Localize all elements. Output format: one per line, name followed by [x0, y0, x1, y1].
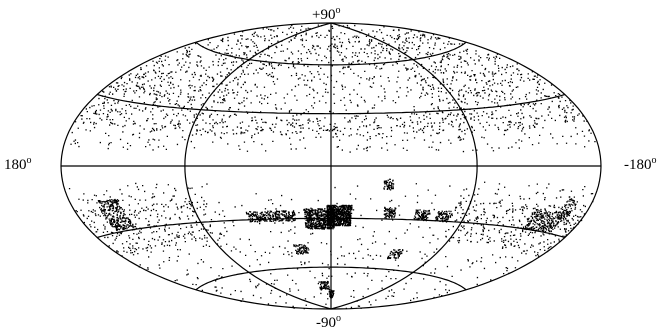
label-south-pole: -90o: [316, 313, 341, 331]
source-points: [68, 24, 596, 310]
coordinate-grid: [60, 22, 602, 310]
source-dots: [68, 24, 596, 310]
label-longitude-left: 180o: [4, 155, 32, 173]
label-north-pole: +90o: [312, 5, 340, 23]
longitude-line: [184, 22, 332, 310]
label-longitude-right: -180o: [624, 155, 657, 173]
longitude-line: [330, 22, 478, 310]
